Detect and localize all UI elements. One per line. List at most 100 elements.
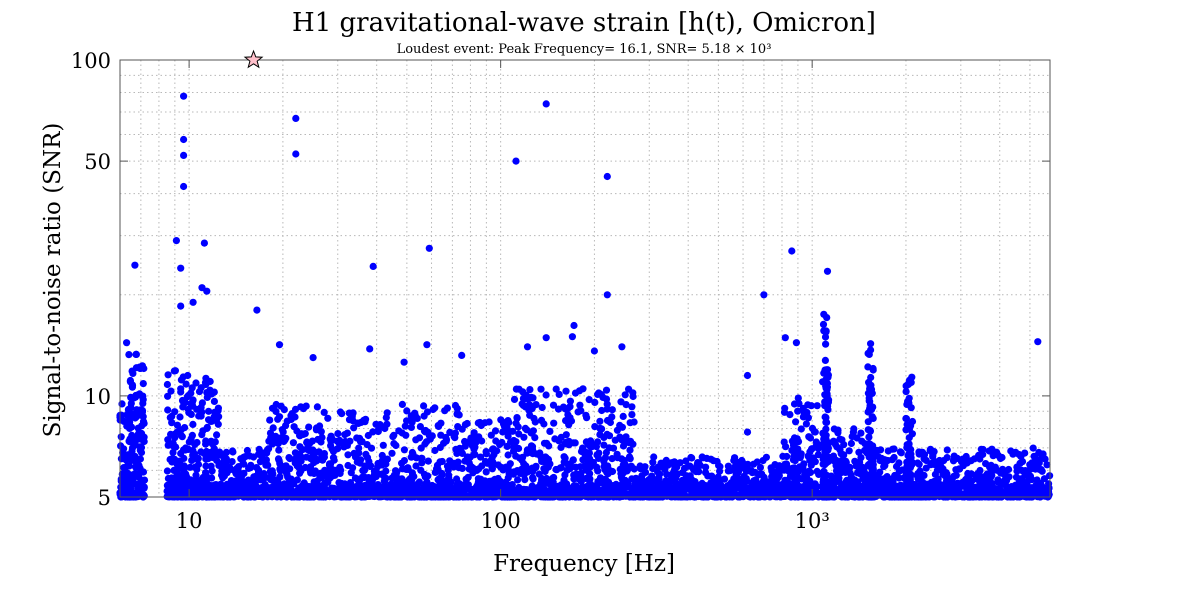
scatter-point (441, 407, 449, 415)
scatter-point (702, 463, 710, 471)
scatter-point (881, 456, 889, 464)
scatter-point (463, 419, 471, 428)
scatter-point (272, 407, 280, 416)
scatter-points (116, 92, 1054, 501)
scatter-point (572, 463, 580, 471)
scatter-point (915, 460, 923, 468)
scatter-point (118, 400, 126, 408)
scatter-point (907, 404, 915, 412)
scatter-point (192, 471, 200, 479)
scatter-point (744, 461, 752, 469)
scatter-point (796, 463, 804, 472)
scatter-point (132, 350, 140, 358)
scatter-point (452, 445, 460, 453)
scatter-point (880, 463, 888, 471)
scatter-point (398, 400, 406, 408)
scatter-point (569, 456, 577, 464)
scatter-point (450, 432, 458, 441)
scatter-point (1021, 449, 1029, 457)
scatter-point (758, 470, 766, 478)
scatter-point (586, 475, 594, 483)
scatter-point (641, 468, 650, 476)
scatter-point (164, 371, 172, 379)
scatter-point (125, 409, 133, 417)
scatter-point (743, 371, 752, 380)
scatter-point (823, 390, 831, 398)
scatter-point (884, 447, 892, 455)
scatter-point (929, 450, 937, 458)
scatter-point (308, 437, 316, 445)
scatter-point (608, 413, 616, 421)
scatter-point (305, 423, 313, 431)
scatter-point (276, 467, 285, 475)
chart-subtitle: Loudest event: Peak Frequency= 16.1, SNR… (397, 42, 772, 57)
scatter-point (180, 475, 188, 484)
scatter-point (855, 463, 863, 471)
scatter-point (622, 433, 630, 441)
scatter-point (228, 458, 236, 466)
scatter-point (227, 477, 235, 485)
scatter-point (413, 484, 421, 493)
scatter-point (424, 457, 432, 465)
scatter-point (436, 458, 444, 466)
scatter-point (821, 413, 829, 421)
scatter-point (872, 446, 881, 454)
scatter-point (626, 446, 634, 454)
scatter-point (320, 408, 328, 416)
loudest-event-marker (243, 49, 264, 69)
scatter-point (469, 433, 477, 441)
scatter-point (353, 458, 361, 466)
scatter-point (838, 468, 846, 477)
y-tick-label: 100 (71, 49, 111, 73)
scatter-point (264, 461, 272, 469)
y-axis-label: Signal-to-noise ratio (SNR) (40, 123, 66, 438)
scatter-point (523, 343, 532, 351)
scatter-point (542, 334, 550, 342)
scatter-point (203, 389, 211, 397)
scatter-point (510, 395, 519, 403)
scatter-point (542, 487, 551, 495)
scatter-point (790, 441, 798, 449)
scatter-point (173, 421, 181, 429)
scatter-point (796, 483, 804, 491)
scatter-point (359, 467, 367, 475)
scatter-point (508, 481, 516, 489)
scatter-point (181, 490, 189, 498)
scatter-point (354, 419, 362, 427)
scatter-point (568, 333, 577, 341)
scatter-point (309, 446, 317, 454)
scatter-point (392, 441, 400, 450)
scatter-point (355, 444, 363, 452)
scatter-point (245, 464, 253, 472)
scatter-point (120, 464, 128, 472)
scatter-point (1035, 459, 1043, 467)
scatter-point (163, 380, 171, 389)
scatter-point (503, 442, 511, 450)
scatter-point (197, 448, 205, 456)
scatter-point (395, 480, 403, 488)
scatter-point (193, 465, 201, 473)
scatter-point (131, 261, 139, 269)
scatter-point (130, 394, 138, 402)
scatter-point (428, 432, 436, 440)
chart-title: H1 gravitational-wave strain [h(t), Omic… (292, 8, 876, 38)
scatter-point (622, 438, 630, 447)
scatter-point (867, 340, 875, 348)
scatter-point (735, 458, 743, 467)
scatter-point (241, 453, 249, 461)
scatter-point (585, 449, 594, 457)
x-axis-label: Frequency [Hz] (493, 551, 675, 577)
scatter-point (795, 400, 803, 408)
scatter-point (594, 390, 602, 398)
scatter-point (363, 441, 371, 449)
scatter-point (688, 454, 696, 462)
scatter-point (998, 453, 1006, 462)
scatter-point (458, 425, 466, 433)
scatter-point (633, 475, 641, 483)
scatter-point (488, 445, 497, 454)
scatter-point (743, 428, 752, 436)
scatter-point (417, 454, 425, 462)
scatter-point (455, 411, 463, 419)
scatter-point (412, 436, 420, 444)
scatter-point (125, 351, 133, 359)
